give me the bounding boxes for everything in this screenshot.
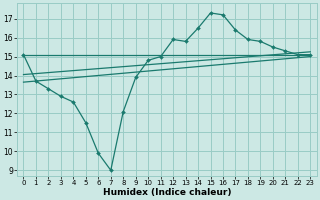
X-axis label: Humidex (Indice chaleur): Humidex (Indice chaleur) xyxy=(103,188,231,197)
